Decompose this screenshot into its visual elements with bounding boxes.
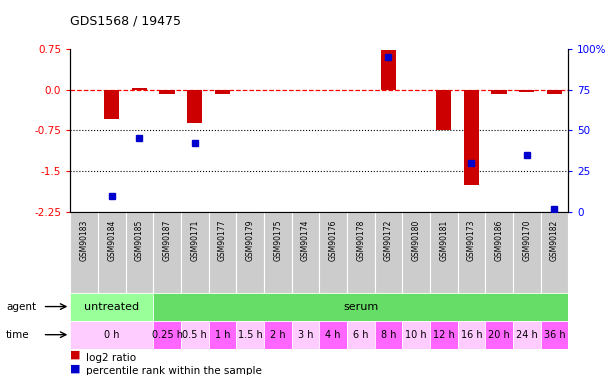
Text: 1.5 h: 1.5 h <box>238 330 263 340</box>
Bar <box>320 212 347 292</box>
Text: 2 h: 2 h <box>270 330 285 340</box>
Bar <box>513 212 541 292</box>
Bar <box>104 90 119 119</box>
Text: 3 h: 3 h <box>298 330 313 340</box>
Bar <box>375 321 402 349</box>
Bar <box>208 212 236 292</box>
Bar <box>436 90 452 130</box>
Text: GSM90178: GSM90178 <box>356 220 365 261</box>
Text: log2 ratio: log2 ratio <box>86 353 136 363</box>
Bar <box>291 321 320 349</box>
Bar <box>491 90 507 94</box>
Bar <box>541 212 568 292</box>
Bar <box>126 212 153 292</box>
Text: ■: ■ <box>70 350 81 360</box>
Text: untreated: untreated <box>84 302 139 312</box>
Bar <box>153 292 568 321</box>
Bar <box>187 90 202 123</box>
Bar <box>430 212 458 292</box>
Bar <box>236 212 264 292</box>
Bar <box>132 88 147 90</box>
Text: GSM90179: GSM90179 <box>246 220 255 261</box>
Bar <box>485 212 513 292</box>
Text: 16 h: 16 h <box>461 330 482 340</box>
Text: 0 h: 0 h <box>104 330 120 340</box>
Text: time: time <box>6 330 30 340</box>
Bar <box>264 321 291 349</box>
Bar <box>347 212 375 292</box>
Bar <box>430 321 458 349</box>
Bar <box>70 321 153 349</box>
Bar <box>70 212 98 292</box>
Text: 36 h: 36 h <box>544 330 565 340</box>
Text: GSM90173: GSM90173 <box>467 220 476 261</box>
Bar <box>70 292 153 321</box>
Text: 12 h: 12 h <box>433 330 455 340</box>
Text: serum: serum <box>343 302 378 312</box>
Bar <box>181 212 208 292</box>
Text: GSM90183: GSM90183 <box>79 220 89 261</box>
Text: GSM90180: GSM90180 <box>412 220 420 261</box>
Bar <box>541 321 568 349</box>
Text: 1 h: 1 h <box>214 330 230 340</box>
Bar <box>236 321 264 349</box>
Text: GSM90170: GSM90170 <box>522 220 531 261</box>
Bar <box>159 90 175 94</box>
Text: GSM90175: GSM90175 <box>273 220 282 261</box>
Bar <box>320 321 347 349</box>
Bar <box>181 321 208 349</box>
Bar <box>347 321 375 349</box>
Text: GSM90174: GSM90174 <box>301 220 310 261</box>
Text: percentile rank within the sample: percentile rank within the sample <box>86 366 262 375</box>
Text: GSM90171: GSM90171 <box>190 220 199 261</box>
Text: 20 h: 20 h <box>488 330 510 340</box>
Text: 6 h: 6 h <box>353 330 368 340</box>
Text: agent: agent <box>6 302 36 312</box>
Text: GSM90182: GSM90182 <box>550 220 559 261</box>
Text: ■: ■ <box>70 363 81 373</box>
Text: GSM90172: GSM90172 <box>384 220 393 261</box>
Text: 0.25 h: 0.25 h <box>152 330 183 340</box>
Text: GSM90187: GSM90187 <box>163 220 172 261</box>
Bar <box>458 212 485 292</box>
Bar <box>402 212 430 292</box>
Bar <box>485 321 513 349</box>
Bar <box>513 321 541 349</box>
Bar <box>464 90 479 185</box>
Text: GSM90185: GSM90185 <box>135 220 144 261</box>
Bar <box>208 321 236 349</box>
Text: 10 h: 10 h <box>405 330 427 340</box>
Text: GSM90184: GSM90184 <box>108 220 116 261</box>
Bar <box>381 50 396 90</box>
Text: GSM90181: GSM90181 <box>439 220 448 261</box>
Bar <box>153 212 181 292</box>
Text: GSM90176: GSM90176 <box>329 220 338 261</box>
Text: 24 h: 24 h <box>516 330 538 340</box>
Bar <box>98 212 126 292</box>
Bar <box>547 90 562 94</box>
Bar <box>458 321 485 349</box>
Text: GSM90186: GSM90186 <box>494 220 503 261</box>
Bar <box>153 321 181 349</box>
Bar <box>264 212 291 292</box>
Text: 4 h: 4 h <box>325 330 341 340</box>
Bar <box>215 90 230 94</box>
Text: GDS1568 / 19475: GDS1568 / 19475 <box>70 14 181 27</box>
Bar <box>402 321 430 349</box>
Bar <box>519 90 535 92</box>
Text: 8 h: 8 h <box>381 330 396 340</box>
Text: GSM90177: GSM90177 <box>218 220 227 261</box>
Bar <box>375 212 402 292</box>
Text: 0.5 h: 0.5 h <box>182 330 207 340</box>
Bar <box>291 212 320 292</box>
